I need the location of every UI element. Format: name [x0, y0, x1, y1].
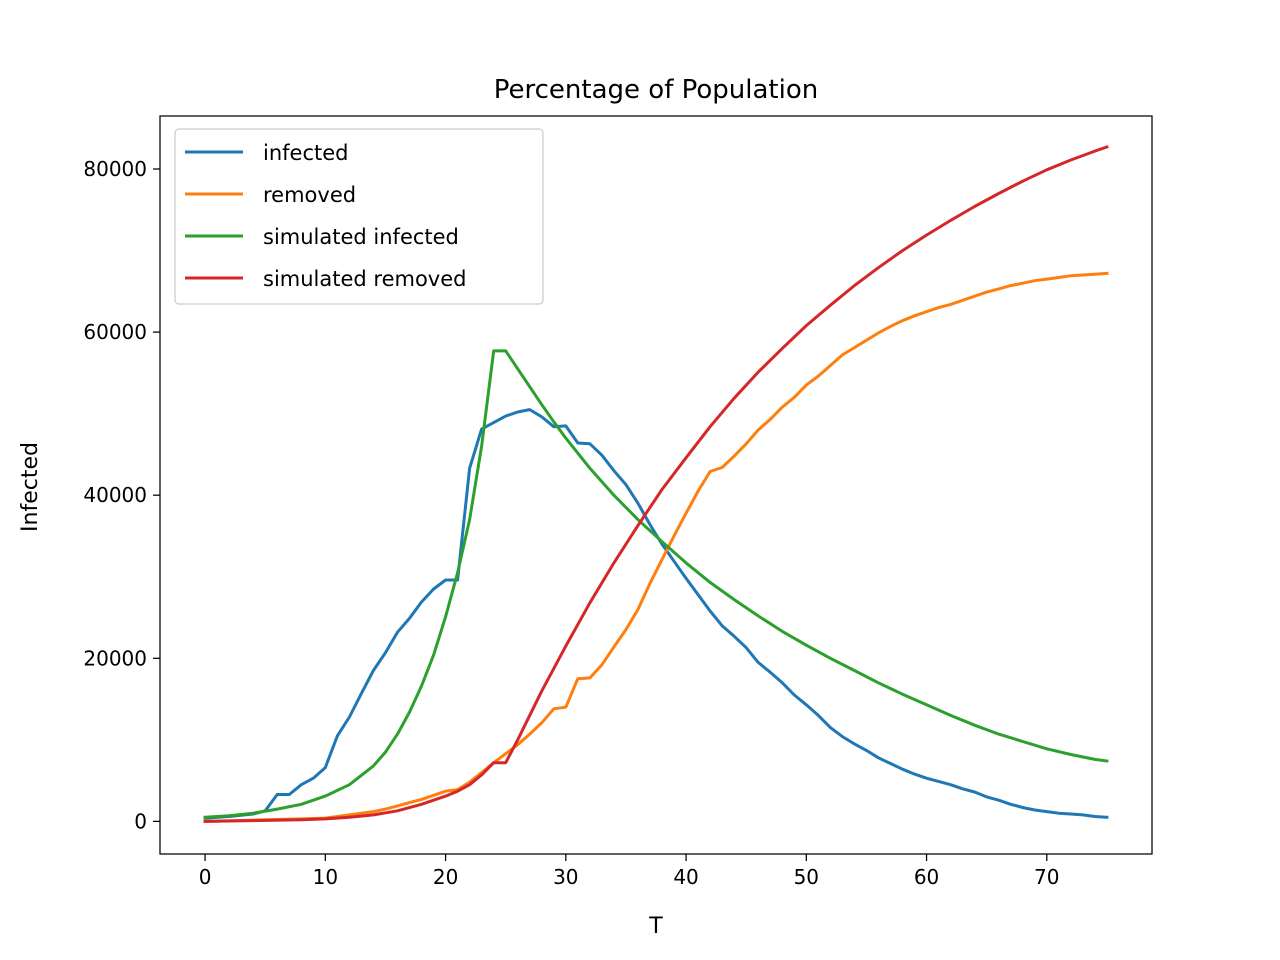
y-tick-label: 20000 — [83, 646, 147, 670]
x-tick-label: 0 — [199, 865, 212, 889]
y-axis-label: Infected — [18, 442, 43, 532]
plot-frame — [159, 115, 1153, 855]
series-line-infected — [203, 408, 1109, 820]
y-tick-label: 80000 — [83, 157, 147, 181]
x-axis-ticks: 0 10 20 30 40 50 60 70 — [199, 854, 1060, 889]
x-tick-label: 50 — [794, 865, 819, 889]
x-axis-label: T — [648, 914, 663, 939]
y-tick-label: 60000 — [83, 320, 147, 344]
x-tick-label: 10 — [313, 865, 338, 889]
y-tick-label: 0 — [134, 809, 147, 833]
legend: infected removed simulated infected simulat… — [174, 128, 544, 305]
plot-area — [159, 115, 1153, 855]
y-tick-label: 40000 — [83, 483, 147, 507]
x-tick-label: 30 — [553, 865, 578, 889]
series-lines — [203, 145, 1109, 823]
series-line-simulated-infected — [203, 349, 1109, 819]
legend-label: simulated infected — [263, 225, 459, 249]
x-tick-label: 60 — [914, 865, 939, 889]
x-tick-label: 20 — [433, 865, 458, 889]
series-line-simulated-removed — [203, 145, 1109, 823]
series-line-removed — [203, 271, 1109, 823]
chart-title: Percentage of Population — [494, 75, 818, 105]
legend-label: infected — [263, 141, 349, 165]
legend-label: simulated removed — [263, 267, 466, 291]
x-tick-label: 40 — [673, 865, 698, 889]
legend-box — [174, 128, 544, 305]
legend-label: removed — [263, 183, 356, 207]
y-axis-ticks: 0 20000 40000 60000 80000 — [83, 157, 160, 833]
x-tick-label: 70 — [1034, 865, 1059, 889]
